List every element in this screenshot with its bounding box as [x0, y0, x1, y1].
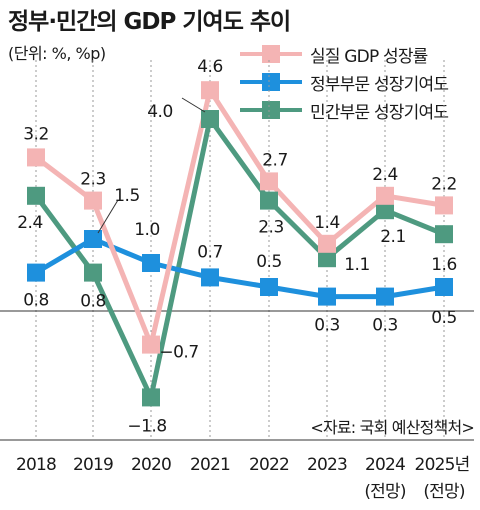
- data-label-private-2018: 2.4: [17, 213, 43, 233]
- data-label-government-2024: 0.3: [372, 316, 398, 336]
- data-label-real-gdp-2020: −0.7: [159, 343, 198, 363]
- unit-label: (단위: %, %p): [8, 44, 106, 63]
- data-label-government-2018: 0.8: [23, 291, 49, 311]
- point-real-gdp-2025년: [435, 196, 453, 215]
- data-label-government-2022: 0.5: [256, 252, 282, 272]
- point-private-2022: [260, 191, 278, 210]
- data-label-real-gdp-2025년: 2.2: [431, 174, 457, 194]
- data-label-private-2025년: 1.6: [431, 255, 457, 275]
- point-government-2022: [260, 278, 278, 296]
- data-label-real-gdp-2022: 2.7: [262, 150, 288, 170]
- data-label-government-2019: 1.5: [114, 186, 140, 206]
- data-label-private-2023: 1.1: [344, 255, 370, 275]
- x-tick-label-2021: 2021: [190, 455, 230, 475]
- data-label-government-2021: 0.7: [197, 242, 223, 262]
- x-tick-label-2023: 2023: [307, 455, 347, 475]
- point-private-2023: [318, 249, 336, 268]
- x-tick-label-2022: 2022: [249, 455, 289, 475]
- x-tick-note-2025년: (전망): [423, 482, 465, 502]
- legend-real-gdp-label: 실질 GDP 성장률: [310, 47, 428, 67]
- legend-private-label: 민간부문 성장기여도: [310, 103, 449, 123]
- x-tick-label-2025년: 2025년: [415, 455, 470, 475]
- point-real-gdp-2023: [318, 234, 336, 253]
- legend-government-label: 정부부문 성장기여도: [310, 75, 449, 95]
- point-government-2023: [318, 287, 336, 306]
- x-tick-note-2024: (전망): [364, 482, 406, 502]
- point-private-2024: [376, 201, 394, 220]
- data-label-government-2020: 1.0: [134, 220, 160, 240]
- point-private-2025년: [435, 225, 453, 244]
- point-private-2019: [84, 263, 102, 282]
- point-private-2021: [201, 110, 219, 128]
- data-label-real-gdp-2018: 3.2: [23, 124, 49, 144]
- data-label-private-2020: −1.8: [127, 416, 166, 436]
- point-private-2020: [142, 388, 160, 407]
- point-government-2018: [27, 263, 45, 282]
- point-real-gdp-2021: [201, 81, 219, 100]
- data-label-real-gdp-2023: 1.4: [314, 213, 340, 233]
- point-government-2020: [142, 254, 160, 272]
- point-private-2018: [27, 186, 45, 205]
- x-tick-label-2020: 2020: [131, 455, 171, 475]
- point-government-2021: [201, 268, 219, 287]
- data-label-private-2022: 2.3: [258, 218, 284, 238]
- data-label-real-gdp-2021: 4.6: [197, 57, 223, 77]
- point-government-2019: [84, 230, 102, 248]
- point-real-gdp-2018: [27, 148, 45, 167]
- legend-real-gdp-marker: [262, 45, 280, 63]
- data-label-private-2019: 0.8: [80, 292, 106, 312]
- source-note: <자료: 국회 예산정책처>: [310, 418, 474, 437]
- point-real-gdp-2024: [376, 186, 394, 205]
- leader-line-government-2019: [97, 199, 119, 234]
- legend-government-marker: [262, 73, 280, 91]
- point-real-gdp-2020: [142, 335, 160, 354]
- point-government-2024: [376, 287, 394, 306]
- leader-line-private-2021: [181, 97, 206, 113]
- data-label-government-2023: 0.3: [314, 316, 340, 336]
- x-tick-label-2024: 2024: [365, 455, 405, 475]
- data-label-private-2024: 2.1: [380, 227, 406, 247]
- data-label-real-gdp-2024: 2.4: [372, 165, 398, 185]
- data-label-government-2025년: 0.5: [431, 308, 457, 328]
- point-real-gdp-2019: [84, 191, 102, 210]
- chart-title: 정부·민간의 GDP 기여도 추이: [8, 9, 291, 35]
- legend-private-marker: [262, 101, 280, 119]
- point-government-2025년: [435, 278, 453, 296]
- series-line-private: [33, 116, 445, 400]
- x-tick-label-2018: 2018: [16, 455, 56, 475]
- data-label-real-gdp-2019: 2.3: [80, 170, 106, 190]
- x-tick-label-2019: 2019: [73, 455, 113, 475]
- series-line-government: [34, 236, 445, 300]
- data-label-private-2021: 4.0: [147, 102, 173, 122]
- point-real-gdp-2022: [260, 172, 278, 191]
